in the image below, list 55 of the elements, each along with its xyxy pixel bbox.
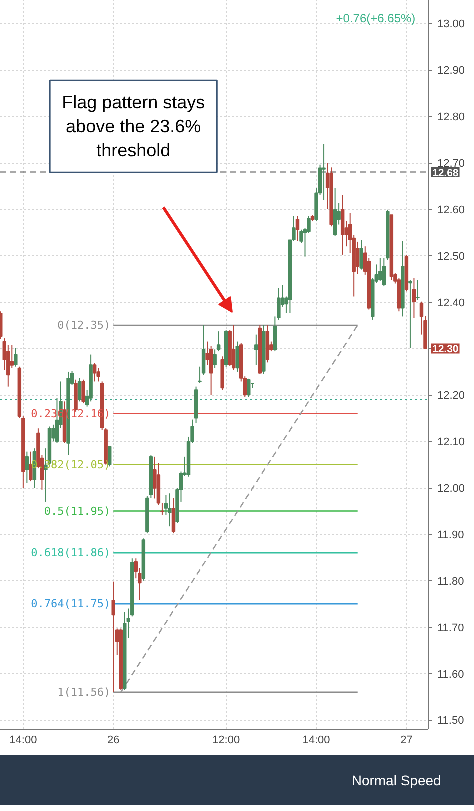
candlestick [168,493,172,528]
y-tick-label: 11.80 [438,576,464,588]
y-tick-label: 13.00 [438,18,466,31]
series-label: 0.618(11.86) [31,546,111,560]
candlestick [29,451,33,482]
candlestick [108,446,112,468]
series-label: 1(11.56) [58,686,111,699]
series-label: 0.5(11.95) [44,504,111,518]
y-tick-label: 12.00 [438,483,466,496]
candlestick [254,334,258,366]
text: Normal Speed [352,772,442,788]
candlestick [378,258,382,282]
candlestick [112,581,116,693]
line-series [120,324,359,694]
y-tick-label: 11.90 [438,529,464,542]
y-tick-label: 12.80 [438,112,466,124]
candlestick [412,278,416,319]
candlestick [25,451,30,484]
y-tick-label: 11.50 [438,715,464,728]
candlestick [82,379,86,404]
x-tick-label: 14:00 [10,734,38,746]
y-tick-label: 12.10 [438,436,466,449]
candlestick [92,362,97,382]
x-tick-label: 14:00 [302,734,330,746]
candlestick [236,341,240,372]
y-tick-label: 12.90 [438,65,466,78]
candlestick [14,348,18,368]
candlestick [172,498,176,534]
series-label: 0.764(11.75) [31,598,111,611]
y-tick-label: 11.70 [438,622,464,634]
candlestick [408,280,412,349]
candlestick [416,280,420,300]
candlestick [0,311,3,340]
candlestick [296,216,300,242]
candlestick [232,324,236,371]
annotation: Flag pattern stays above the 23.6% threshold [62,92,206,161]
x-tick-label: 12:00 [212,734,240,746]
candlestick [160,502,164,516]
y-tick-label: 11.60 [438,668,464,681]
y-tick-label: 12.60 [438,204,466,216]
candlestick [322,144,326,201]
y-tick-label: 12.40 [438,297,466,310]
candlestick [209,346,214,396]
x-tick-label: 27 [400,734,413,746]
series-label: 0(12.35) [58,319,111,332]
candlestick [360,240,364,270]
text: 12.30 [432,344,459,356]
candlestick [247,378,251,398]
candlestick [78,378,82,402]
x-tick-label: 26 [107,734,120,746]
y-tick-label: 12.50 [438,250,466,263]
ref-line-label: 12.68 [432,167,459,180]
annotation: +0.76(+6.65%) [336,12,416,26]
candlestick [356,241,360,275]
y-tick-label: 12.20 [438,390,466,402]
